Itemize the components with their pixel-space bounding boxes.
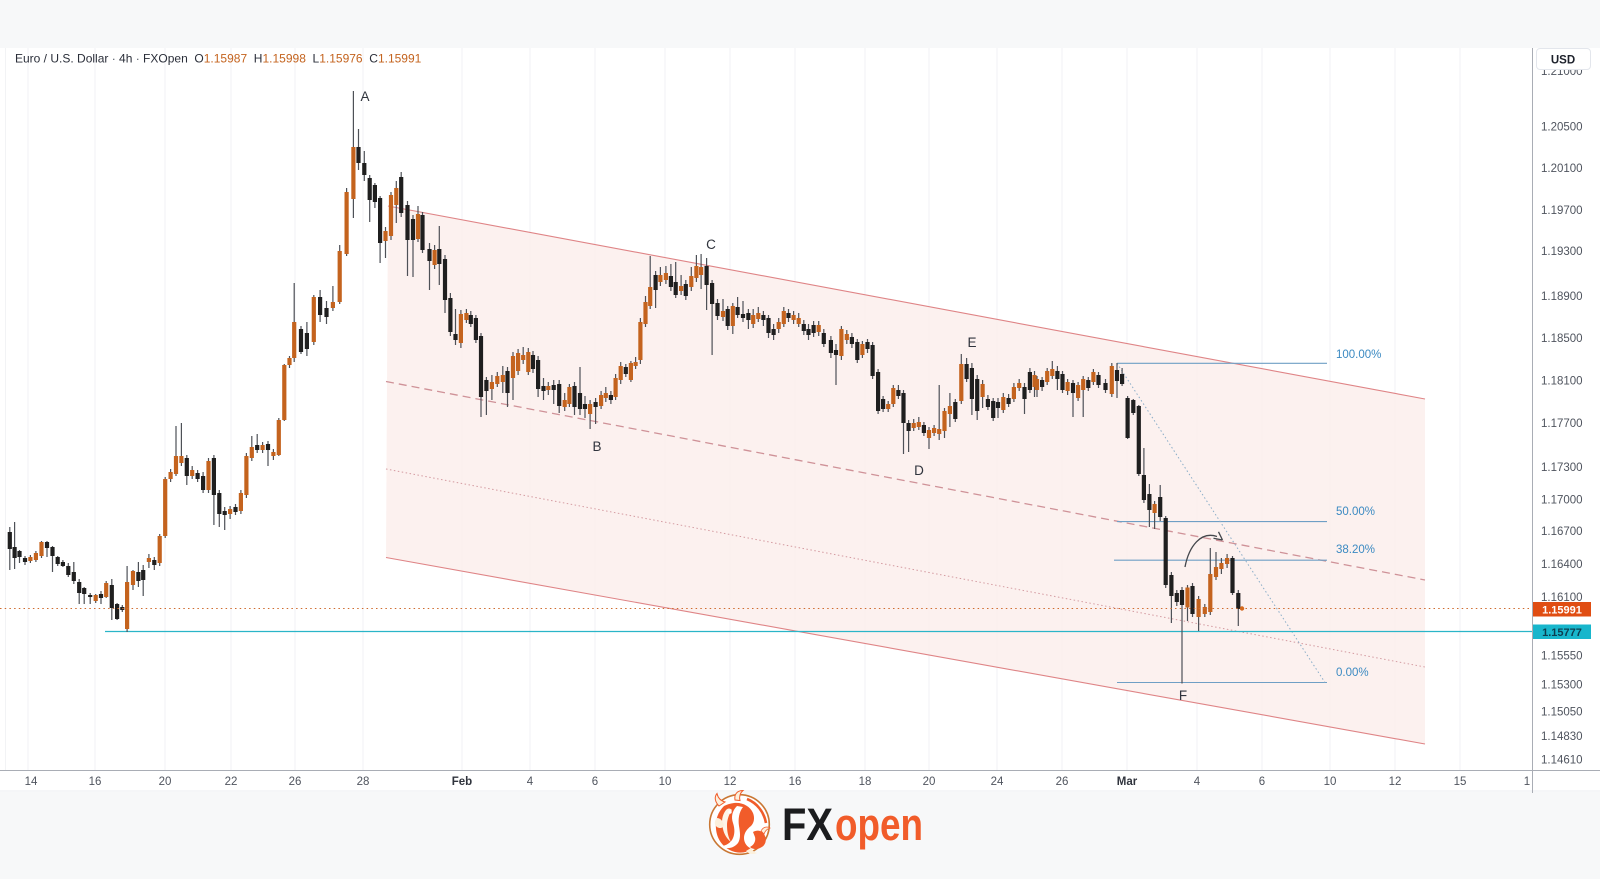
svg-text:38.20%: 38.20% xyxy=(1336,544,1375,556)
svg-text:18: 18 xyxy=(859,776,872,788)
svg-text:1.15550: 1.15550 xyxy=(1541,651,1583,663)
svg-text:1.20100: 1.20100 xyxy=(1541,163,1583,175)
svg-text:4: 4 xyxy=(1194,776,1201,788)
svg-text:16: 16 xyxy=(789,776,802,788)
svg-text:6: 6 xyxy=(592,776,598,788)
svg-text:1.15991: 1.15991 xyxy=(1542,605,1582,617)
svg-text:1.19300: 1.19300 xyxy=(1541,246,1583,258)
svg-text:1.18500: 1.18500 xyxy=(1541,333,1583,345)
svg-text:1.15300: 1.15300 xyxy=(1541,680,1583,692)
svg-text:Euro / U.S. Dollar · 4h · FXOp: Euro / U.S. Dollar · 4h · FXOpen O1.1598… xyxy=(15,52,422,66)
svg-text:50.00%: 50.00% xyxy=(1336,506,1375,518)
svg-text:1.17000: 1.17000 xyxy=(1541,495,1583,507)
svg-text:1.16100: 1.16100 xyxy=(1541,592,1583,604)
svg-text:1.14830: 1.14830 xyxy=(1541,731,1583,743)
svg-text:1.18900: 1.18900 xyxy=(1541,291,1583,303)
svg-text:14: 14 xyxy=(25,776,38,788)
svg-text:26: 26 xyxy=(289,776,302,788)
svg-text:0.00%: 0.00% xyxy=(1336,667,1369,679)
svg-text:USD: USD xyxy=(1551,55,1575,67)
svg-text:E: E xyxy=(967,335,976,350)
svg-text:D: D xyxy=(914,463,924,478)
svg-text:10: 10 xyxy=(659,776,672,788)
svg-text:1: 1 xyxy=(1524,776,1530,788)
svg-text:C: C xyxy=(706,237,716,252)
svg-text:4: 4 xyxy=(527,776,534,788)
svg-text:1.17300: 1.17300 xyxy=(1541,462,1583,474)
svg-text:1.18100: 1.18100 xyxy=(1541,376,1583,388)
svg-text:1.17700: 1.17700 xyxy=(1541,418,1583,430)
svg-text:20: 20 xyxy=(159,776,172,788)
svg-text:6: 6 xyxy=(1259,776,1265,788)
svg-text:Feb: Feb xyxy=(452,776,472,788)
svg-text:F: F xyxy=(1179,688,1187,703)
svg-text:10: 10 xyxy=(1324,776,1337,788)
svg-text:A: A xyxy=(360,89,369,104)
svg-text:1.15050: 1.15050 xyxy=(1541,707,1583,719)
svg-text:12: 12 xyxy=(1389,776,1402,788)
svg-text:15: 15 xyxy=(1454,776,1467,788)
svg-text:1.19700: 1.19700 xyxy=(1541,205,1583,217)
svg-text:FX: FX xyxy=(782,799,833,850)
svg-text:1.16400: 1.16400 xyxy=(1541,559,1583,571)
svg-text:1.15777: 1.15777 xyxy=(1542,627,1582,639)
svg-text:open: open xyxy=(835,799,923,850)
svg-text:1.20500: 1.20500 xyxy=(1541,122,1583,134)
svg-text:22: 22 xyxy=(225,776,238,788)
svg-text:16: 16 xyxy=(89,776,102,788)
svg-text:1.14610: 1.14610 xyxy=(1541,755,1583,767)
svg-text:12: 12 xyxy=(724,776,737,788)
svg-text:20: 20 xyxy=(923,776,936,788)
svg-text:B: B xyxy=(592,439,601,454)
svg-text:100.00%: 100.00% xyxy=(1336,349,1381,361)
svg-text:24: 24 xyxy=(991,776,1004,788)
svg-text:26: 26 xyxy=(1056,776,1069,788)
svg-text:1.16700: 1.16700 xyxy=(1541,526,1583,538)
svg-text:28: 28 xyxy=(357,776,370,788)
svg-text:Mar: Mar xyxy=(1117,776,1138,788)
